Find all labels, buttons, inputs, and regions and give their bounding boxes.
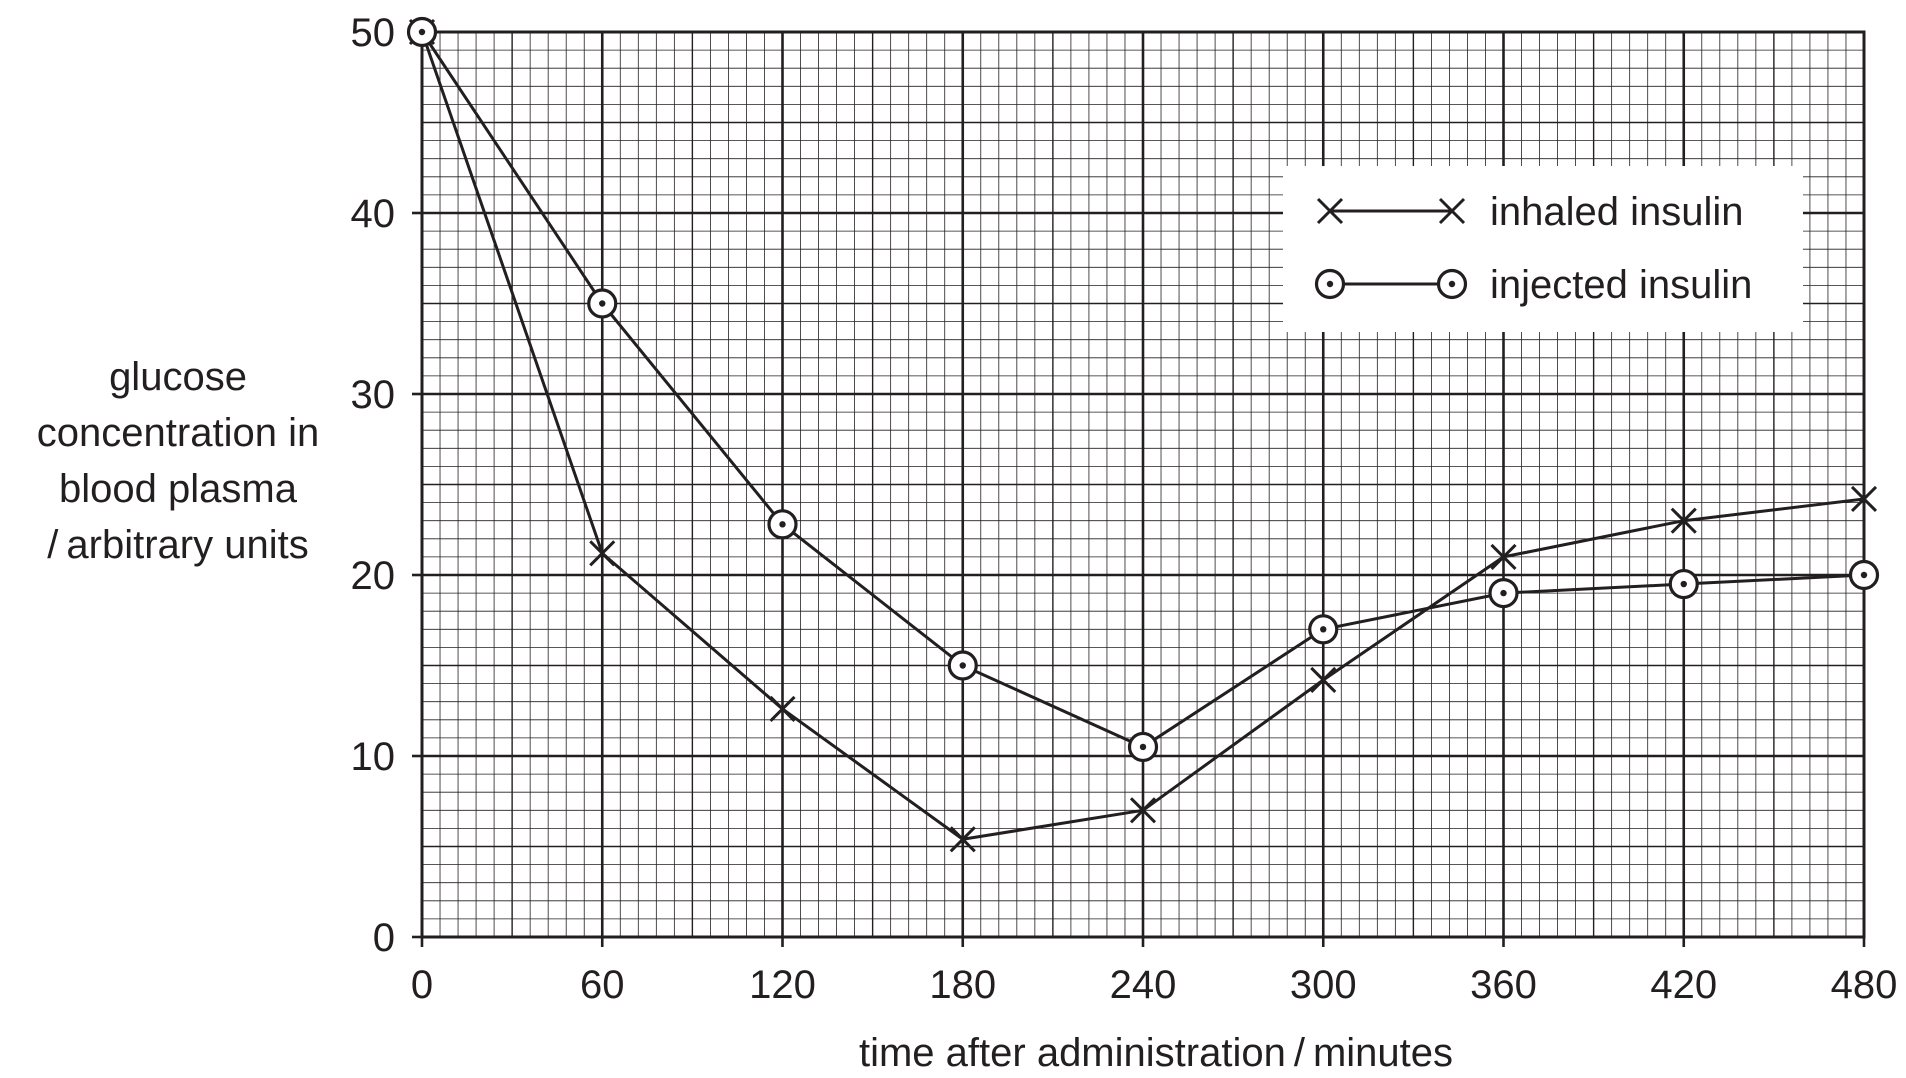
circle-dot-marker: [767, 509, 798, 540]
circle-dot-marker: [1848, 559, 1880, 591]
cross-stroke: [1316, 197, 1344, 225]
cross-marker: [1850, 485, 1878, 513]
cross-marker: [1438, 197, 1466, 225]
y-axis-label: glucose concentration in blood plasma / …: [37, 355, 319, 567]
legend-box: [1283, 166, 1803, 332]
marker-dot: [599, 300, 606, 307]
x-tick-label: 0: [411, 963, 433, 1007]
cross-stroke: [769, 695, 796, 723]
cross-marker: [1490, 543, 1517, 570]
cross-stroke: [1310, 666, 1337, 694]
circle-dot-marker: [1436, 268, 1468, 300]
y-axis-label-line: / arbitrary units: [47, 523, 308, 567]
y-tick-label: 10: [351, 735, 396, 779]
cross-stroke: [1129, 797, 1157, 824]
cross-marker: [1310, 666, 1337, 694]
cross-stroke: [949, 826, 976, 853]
series-markers: [408, 18, 1878, 853]
y-tick-label: 30: [351, 373, 396, 417]
circle-dot-marker: [947, 650, 978, 681]
y-tick-label: 40: [351, 192, 396, 236]
cross-marker: [589, 540, 616, 567]
cross-marker: [949, 826, 976, 853]
marker-dot: [1139, 743, 1147, 751]
circle-dot-marker: [1308, 614, 1339, 645]
x-tick-label: 300: [1290, 963, 1357, 1007]
cross-marker: [1316, 197, 1344, 225]
cross-marker: [1129, 797, 1157, 824]
cross-stroke: [1850, 485, 1878, 513]
x-tick-label: 180: [929, 963, 996, 1007]
legend: inhaled insulin injected insulin: [1283, 166, 1803, 332]
cross-marker: [1670, 507, 1697, 534]
marker-dot: [418, 28, 426, 36]
legend-label: inhaled insulin: [1490, 190, 1744, 234]
x-tick-label: 420: [1650, 963, 1717, 1007]
marker-dot: [1320, 626, 1327, 633]
y-tick-label: 50: [351, 11, 396, 55]
cross-stroke: [589, 540, 616, 567]
y-axis-label-line: blood plasma: [59, 467, 298, 511]
series: [406, 16, 1880, 853]
circle-dot-marker: [587, 288, 618, 319]
cross-stroke: [1670, 507, 1697, 534]
y-axis-label-line: glucose: [109, 355, 247, 399]
cross-stroke: [1490, 543, 1517, 570]
y-tick-label: 0: [373, 916, 395, 960]
circle-dot-marker: [406, 16, 438, 48]
axis-ticks: 0 60 120 180 240 300 360 420 480 0 10 20 30 40 50: [351, 11, 1898, 1007]
circle-dot-marker: [1314, 268, 1346, 300]
x-axis-label: time after administration / minutes: [859, 1031, 1453, 1075]
marker-dot: [1448, 280, 1456, 288]
marker-dot: [959, 662, 966, 669]
y-axis-label-line: concentration in: [37, 411, 319, 455]
cross-stroke: [1438, 197, 1466, 225]
x-tick-label: 360: [1470, 963, 1537, 1007]
series-markers: [406, 16, 1880, 763]
marker-dot: [779, 521, 786, 528]
marker-dot: [1860, 571, 1868, 579]
legend-item: inhaled insulin: [1316, 190, 1744, 234]
cross-marker: [769, 695, 796, 723]
y-tick-label: 20: [351, 554, 396, 598]
circle-dot-marker: [1668, 568, 1699, 600]
circle-dot-marker: [1127, 731, 1159, 763]
x-tick-label: 480: [1831, 963, 1898, 1007]
legend-item: injected insulin: [1314, 263, 1752, 307]
x-tick-label: 120: [749, 963, 816, 1007]
x-tick-label: 240: [1110, 963, 1177, 1007]
circle-dot-marker: [1488, 577, 1519, 609]
x-tick-label: 60: [580, 963, 625, 1007]
marker-dot: [1500, 589, 1507, 597]
marker-dot: [1326, 280, 1334, 288]
marker-dot: [1680, 580, 1687, 588]
legend-label: injected insulin: [1490, 263, 1752, 307]
